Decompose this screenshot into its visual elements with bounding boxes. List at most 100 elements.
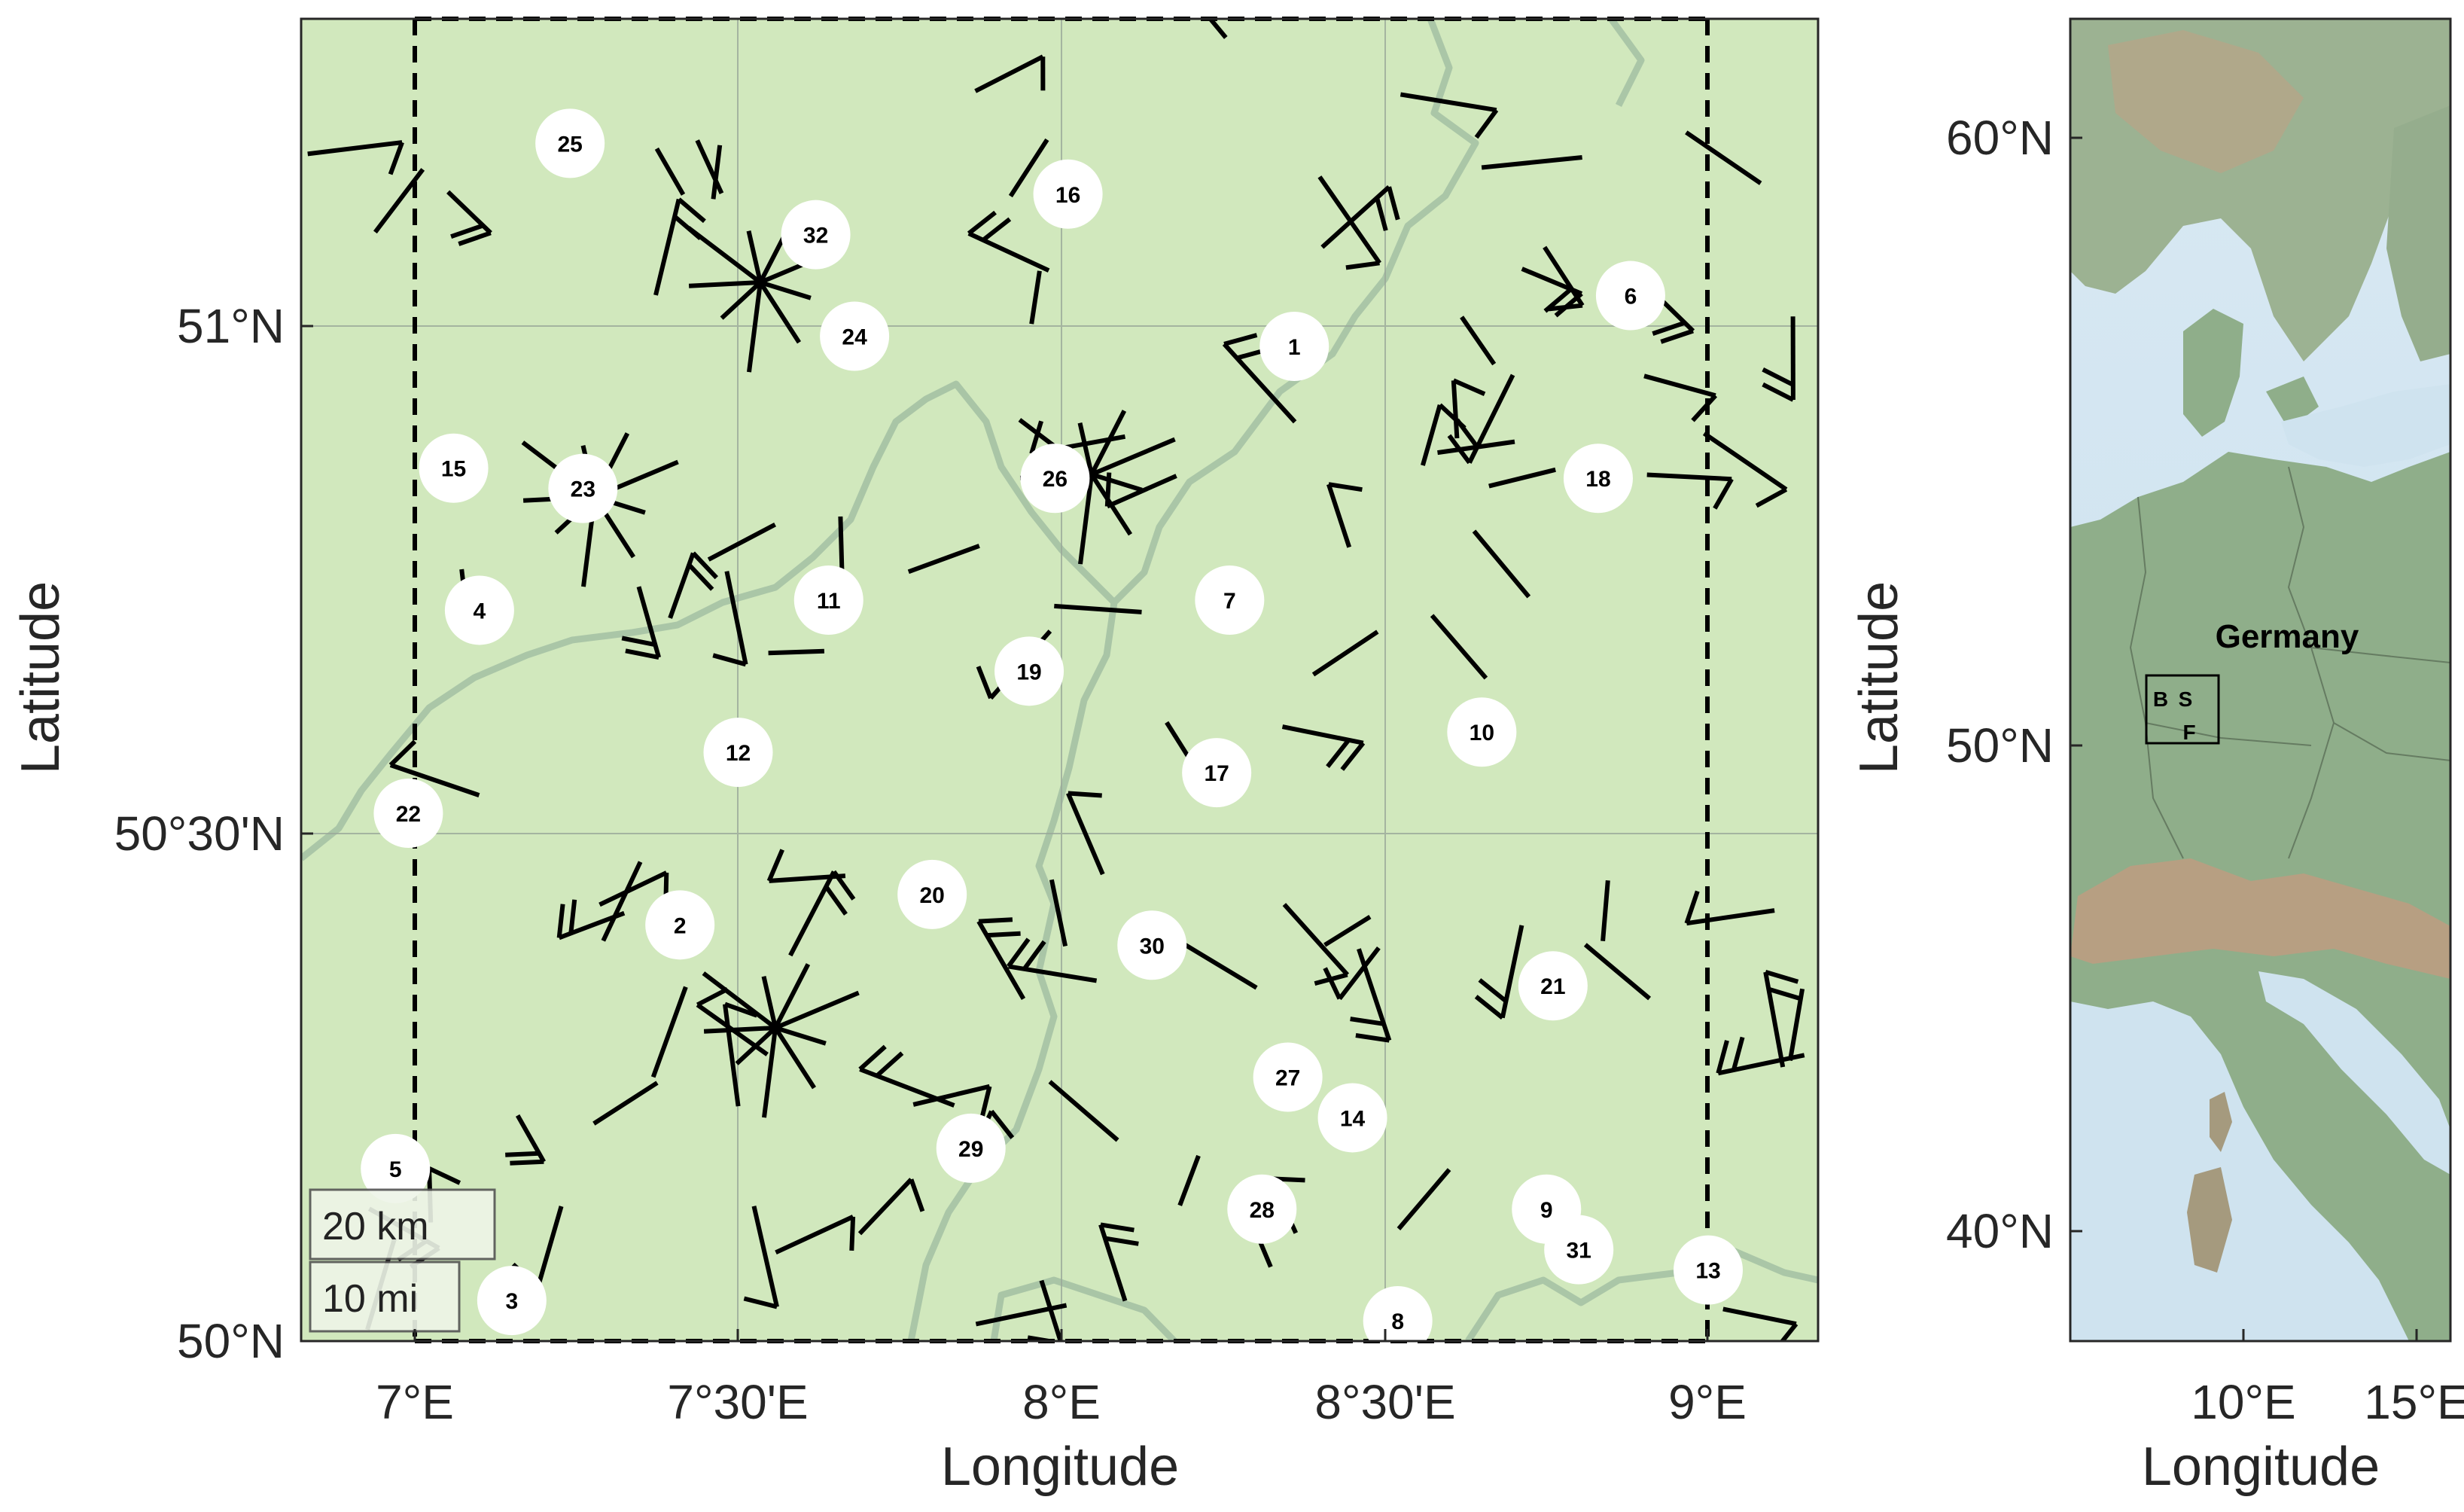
inset-map[interactable]: Germany B S F 10°E 15°E 60°N 50°N 40°N L…	[1849, 17, 2464, 1497]
station-marker: 15	[419, 433, 489, 503]
station-circle	[373, 779, 443, 849]
inset-terrain	[2070, 19, 2450, 1341]
station-label: 22	[396, 802, 421, 827]
x-tick-label: 8°30'E	[1314, 1375, 1455, 1429]
station-circle	[994, 636, 1064, 706]
station-circle	[1674, 1235, 1743, 1305]
station-circle	[1033, 159, 1103, 229]
station-marker: 7	[1195, 565, 1265, 635]
station-label: 2	[674, 913, 687, 938]
station-marker: 24	[820, 301, 890, 371]
station-circle	[1259, 311, 1329, 381]
station-label: 4	[474, 599, 486, 623]
stations: 1234567891011121314151617181920212223242…	[361, 108, 1743, 1341]
inset-y-axis-label: Latitude	[1849, 581, 1909, 774]
station-circle	[645, 890, 715, 960]
station-label: 20	[920, 883, 945, 908]
station-label: 12	[726, 741, 751, 766]
box-label: S	[2179, 687, 2193, 711]
station-circle	[477, 1266, 547, 1336]
station-marker: 32	[781, 200, 851, 270]
station-label: 21	[1540, 974, 1565, 999]
inset-x-tick-label: 10°E	[2191, 1375, 2295, 1429]
station-circle	[361, 1133, 431, 1203]
station-marker: 11	[793, 565, 863, 635]
station-label: 28	[1250, 1198, 1275, 1223]
station-label: 1	[1288, 335, 1301, 360]
inset-x-tick-label: 15°E	[2364, 1375, 2464, 1429]
station-marker: 29	[936, 1113, 1006, 1183]
station-label: 29	[958, 1137, 983, 1162]
station-circle	[820, 301, 890, 371]
station-marker: 18	[1563, 444, 1633, 514]
station-marker: 28	[1227, 1174, 1297, 1244]
y-tick-label: 51°N	[177, 299, 285, 353]
box-label: F	[2182, 721, 2195, 744]
main-map-frame	[300, 17, 1820, 1343]
station-marker: 5	[361, 1133, 431, 1203]
station-label: 6	[1625, 285, 1637, 309]
box-label: B	[2153, 687, 2168, 711]
station-label: 31	[1567, 1239, 1591, 1264]
station-circle	[793, 565, 863, 635]
station-label: 23	[571, 477, 595, 502]
station-circle	[1447, 697, 1517, 767]
station-marker: 8	[1363, 1286, 1433, 1341]
station-circle	[1020, 444, 1090, 514]
station-marker: 10	[1447, 697, 1517, 767]
state-boundaries	[301, 19, 1818, 1341]
station-circle	[1117, 910, 1187, 980]
station-label: 17	[1204, 761, 1229, 786]
station-label: 25	[557, 132, 582, 157]
inset-y-tick-label: 60°N	[1946, 111, 2054, 165]
scale-label-mi: 10 mi	[322, 1277, 418, 1321]
station-marker: 27	[1253, 1042, 1323, 1112]
station-circle	[1595, 261, 1665, 331]
main-ticks	[301, 325, 1709, 1343]
station-label: 11	[817, 589, 841, 614]
station-label: 15	[441, 457, 466, 482]
scale-bar: 20 km 10 mi	[309, 1188, 496, 1333]
station-label: 7	[1223, 589, 1236, 614]
station-marker: 12	[703, 718, 773, 788]
station-marker: 26	[1020, 444, 1090, 514]
station-circle	[444, 575, 514, 645]
station-marker: 17	[1182, 738, 1252, 808]
y-tick-label: 50°N	[177, 1314, 285, 1368]
station-marker: 13	[1674, 1235, 1743, 1305]
study-region-box	[413, 17, 1710, 1343]
station-marker: 22	[373, 779, 443, 849]
station-label: 32	[803, 224, 828, 248]
station-marker: 4	[444, 575, 514, 645]
station-circle	[936, 1113, 1006, 1183]
station-label: 3	[506, 1289, 519, 1314]
station-circle	[1195, 565, 1265, 635]
station-circle	[781, 200, 851, 270]
inset-x-axis-label: Longitude	[2142, 1437, 2380, 1497]
station-label: 18	[1585, 467, 1610, 492]
x-tick-label: 9°E	[1668, 1375, 1747, 1429]
station-marker: 31	[1544, 1215, 1614, 1285]
inset-ticks	[2070, 136, 2418, 1341]
station-marker: 19	[994, 636, 1064, 706]
inset-map-frame	[2069, 17, 2452, 1343]
station-marker: 14	[1317, 1083, 1387, 1153]
station-marker: 30	[1117, 910, 1187, 980]
station-circle	[1227, 1174, 1297, 1244]
station-marker: 3	[477, 1266, 547, 1336]
station-circle	[1518, 951, 1588, 1021]
station-label: 10	[1470, 721, 1494, 745]
station-label: 26	[1043, 467, 1068, 492]
main-map[interactable]: 1234567891011121314151617181920212223242…	[11, 0, 1820, 1497]
station-marker: 25	[535, 108, 605, 178]
inset-y-tick-label: 50°N	[1946, 718, 2054, 773]
station-label: 8	[1391, 1309, 1404, 1334]
station-label: 19	[1016, 660, 1041, 684]
station-label: 14	[1340, 1106, 1366, 1131]
station-circle	[1253, 1042, 1323, 1112]
station-circle	[897, 859, 967, 929]
station-label: 30	[1140, 934, 1165, 959]
y-tick-label: 50°30'N	[114, 806, 285, 861]
x-tick-label: 7°30'E	[667, 1375, 808, 1429]
station-circle	[1317, 1083, 1387, 1153]
